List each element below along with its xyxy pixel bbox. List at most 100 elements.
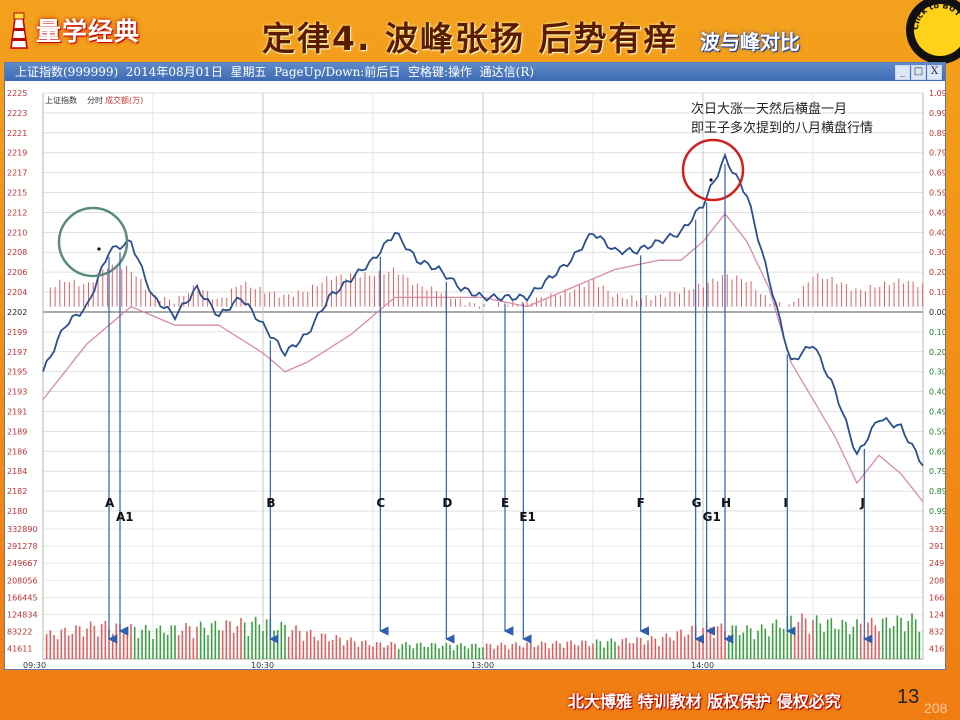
marker-label-a1: A1 — [116, 510, 134, 524]
price-tick-label: 2199 — [7, 328, 27, 337]
price-tick-label: 2208 — [7, 248, 27, 257]
annotation-line2: 即王子多次提到的八月横盘行情 — [691, 120, 873, 136]
pct-tick-label: 0.99% — [929, 109, 945, 118]
pct-tick-label: 0.40% — [929, 228, 945, 237]
chart-name: 上证指数 — [45, 95, 77, 105]
marker-label-g: G — [692, 496, 702, 510]
marker-label-e1: E1 — [519, 510, 536, 524]
pct-tick-label: 0.99% — [929, 507, 945, 516]
pct-tick-label: 0.89% — [929, 487, 945, 496]
pct-tick-label: 0.79% — [929, 149, 945, 158]
trough-dot — [97, 247, 101, 251]
volume-tick-label-right: 332890 — [929, 525, 945, 534]
pct-tick-label: 0.69% — [929, 169, 945, 178]
price-tick-label: 2212 — [7, 208, 27, 217]
lighthouse-icon — [10, 12, 28, 49]
restore-button[interactable]: □ — [911, 65, 926, 80]
pct-tick-label: 0.30% — [929, 368, 945, 377]
window-title: 上证指数(999999) 2014年08月01日 星期五 PageUp/Down… — [15, 65, 535, 79]
pct-tick-label: 0.69% — [929, 447, 945, 456]
pct-tick-label: 0.20% — [929, 348, 945, 357]
time-axis-label: 14:00 — [691, 661, 714, 669]
volume-tick-label: 332890 — [7, 525, 38, 534]
pct-tick-label: 0.79% — [929, 467, 945, 476]
volume-tick-label: 41611 — [7, 645, 32, 654]
price-tick-label: 2193 — [7, 388, 27, 397]
chart-window: 上证指数(999999) 2014年08月01日 星期五 PageUp/Down… — [4, 62, 946, 670]
marker-label-i: I — [783, 496, 787, 510]
window-titlebar: 上证指数(999999) 2014年08月01日 星期五 PageUp/Down… — [5, 63, 945, 81]
marker-label-a: A — [105, 496, 115, 510]
logo: 量学经典 — [6, 8, 140, 52]
price-tick-label: 2202 — [7, 308, 27, 317]
pct-tick-label: 0.89% — [929, 129, 945, 138]
pct-tick-label: 1.09% — [929, 89, 945, 98]
volume-tick-label-right: 249667 — [929, 559, 945, 568]
peak-dot — [709, 178, 713, 182]
price-tick-label: 2204 — [7, 288, 27, 297]
page-number: 13 — [897, 686, 920, 708]
volume-tick-label-right: 83222 — [929, 628, 945, 637]
price-tick-label: 2210 — [7, 228, 27, 237]
marker-label-h: H — [721, 496, 731, 510]
volume-tick-label-right: 208056 — [929, 576, 945, 585]
pct-tick-label: 0.00% — [929, 308, 945, 317]
copyright-text: 北大博雅 特训教材 版权保护 侵权必究 — [568, 692, 841, 711]
volume-tick-label: 291278 — [7, 542, 38, 551]
trough-circle — [57, 206, 129, 278]
logo-text: 量学经典 — [36, 17, 141, 46]
price-line — [42, 152, 924, 467]
volume-tick-label: 83222 — [7, 628, 32, 637]
close-button[interactable]: X — [927, 65, 942, 80]
price-tick-label: 2217 — [7, 169, 27, 178]
price-tick-label: 2206 — [7, 268, 27, 277]
volume-tick-label: 208056 — [7, 576, 38, 585]
volume-label[interactable]: 成交额(万) — [105, 95, 143, 105]
marker-label-d: D — [442, 496, 452, 510]
price-tick-label: 2225 — [7, 89, 27, 98]
price-tick-label: 2186 — [7, 447, 27, 456]
pct-tick-label: 0.49% — [929, 407, 945, 416]
time-axis-label: 10:30 — [251, 661, 274, 669]
page-number-ghost: 208 — [924, 700, 948, 716]
volume-tick-label-right: 124834 — [929, 610, 945, 619]
volume-tick-label: 249667 — [7, 559, 38, 568]
volume-tick-label: 124834 — [7, 610, 38, 619]
chart-mode[interactable]: 分时 — [87, 95, 103, 105]
page-subtitle: 波与峰对比 — [700, 30, 800, 54]
pct-tick-label: 0.59% — [929, 427, 945, 436]
price-tick-label: 2180 — [7, 507, 27, 516]
pct-tick-label: 0.10% — [929, 328, 945, 337]
minimize-button[interactable]: _ — [895, 65, 910, 80]
pct-tick-label: 0.10% — [929, 288, 945, 297]
marker-label-b: B — [266, 496, 275, 510]
price-tick-label: 2215 — [7, 189, 27, 198]
pct-tick-label: 0.49% — [929, 208, 945, 217]
marker-label-e: E — [501, 496, 509, 510]
volume-tick-label-right: 166445 — [929, 593, 945, 602]
page-title: 定律4. 波峰张扬 后势有痒 — [262, 19, 679, 58]
marker-label-f: F — [637, 496, 645, 510]
volume-tick-label: 166445 — [7, 593, 38, 602]
time-axis-label: 09:30 — [23, 661, 46, 669]
price-tick-label: 2184 — [7, 467, 27, 476]
price-tick-label: 2189 — [7, 427, 27, 436]
peak-circle — [681, 138, 745, 202]
pct-tick-label: 0.59% — [929, 189, 945, 198]
price-tick-label: 2219 — [7, 149, 27, 158]
pct-tick-label: 0.30% — [929, 248, 945, 257]
pct-tick-label: 0.20% — [929, 268, 945, 277]
pct-tick-label: 0.40% — [929, 388, 945, 397]
banner: 量学经典 定律4. 波峰张扬 后势有痒 波与峰对比 Click to BUY N… — [0, 0, 960, 64]
time-axis-label: 13:00 — [471, 661, 494, 669]
price-tick-label: 2197 — [7, 348, 27, 357]
price-tick-label: 2223 — [7, 109, 27, 118]
price-tick-label: 2195 — [7, 368, 27, 377]
marker-label-c: C — [376, 496, 385, 510]
price-tick-label: 2191 — [7, 407, 27, 416]
price-tick-label: 2182 — [7, 487, 27, 496]
volume-tick-label-right: 41611 — [929, 645, 945, 654]
buy-now-badge[interactable]: Click to BUY NOW! — [904, 0, 960, 66]
annotation-line1: 次日大涨一天然后横盘一月 — [691, 101, 847, 117]
